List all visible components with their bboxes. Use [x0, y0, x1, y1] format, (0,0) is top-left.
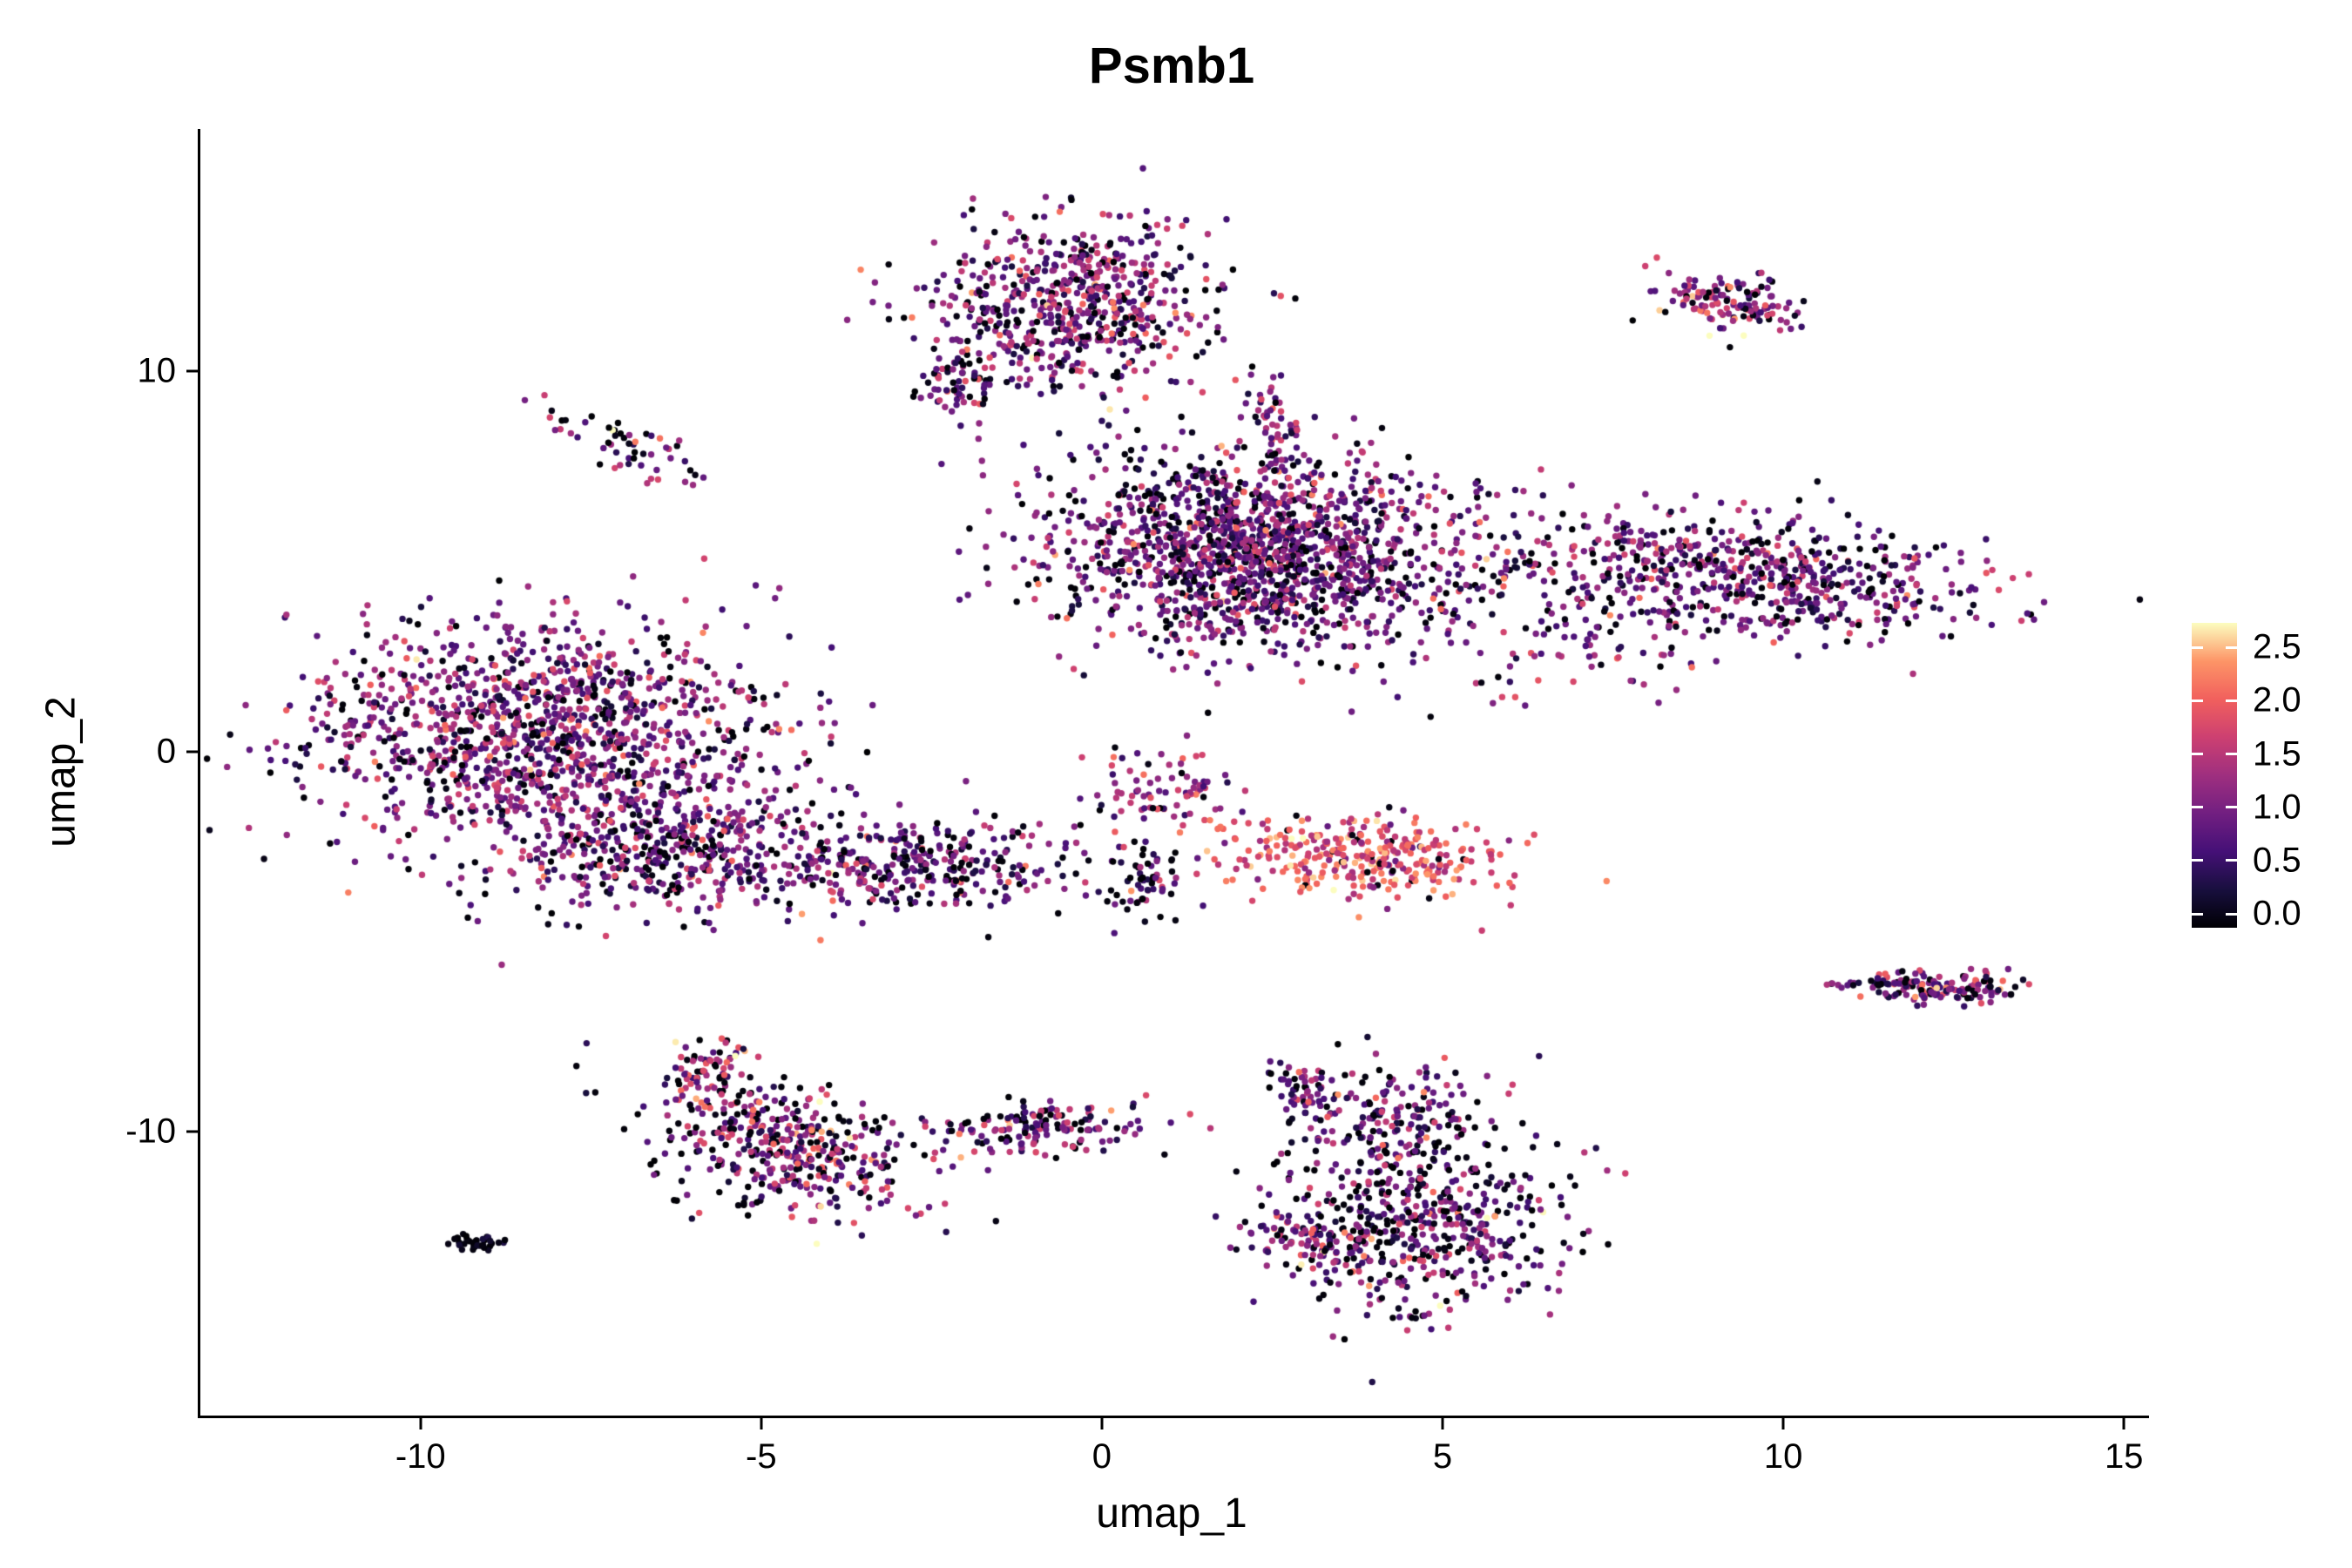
x-axis-tick-label: 5 — [1432, 1437, 1453, 1476]
axis-lines — [198, 129, 2149, 1418]
x-axis-title: umap_1 — [1096, 1490, 1247, 1537]
scatter-canvas — [198, 129, 2146, 1416]
legend-tick-mark — [2192, 859, 2203, 862]
x-axis-tick — [1100, 1418, 1104, 1429]
legend-colorbar — [2192, 623, 2237, 928]
x-axis-tick — [419, 1418, 422, 1429]
legend-tick-mark — [2226, 859, 2237, 862]
y-axis-tick — [186, 1130, 198, 1133]
legend-tick-mark — [2192, 645, 2203, 649]
legend-tick-label: 2.0 — [2253, 680, 2301, 720]
x-axis-tick-label: 0 — [1092, 1437, 1112, 1476]
y-axis-tick — [186, 369, 198, 373]
legend-tick-mark — [2226, 753, 2237, 756]
x-axis-tick-label: 15 — [2104, 1437, 2144, 1476]
legend-tick-label: 1.5 — [2253, 734, 2301, 774]
legend-tick-label: 2.5 — [2253, 627, 2301, 666]
x-axis-tick-label: -10 — [395, 1437, 446, 1476]
legend-tick-mark — [2192, 806, 2203, 809]
legend-tick-label: 1.0 — [2253, 787, 2301, 827]
plot-title: Psmb1 — [1088, 37, 1255, 94]
legend-tick-mark — [2226, 806, 2237, 809]
legend-tick-mark — [2192, 912, 2203, 916]
x-axis-tick — [1781, 1418, 1785, 1429]
x-axis-tick-label: -5 — [746, 1437, 777, 1476]
y-axis-title: umap_2 — [37, 696, 84, 848]
x-axis-tick — [760, 1418, 763, 1429]
y-axis-tick-label: -10 — [125, 1112, 176, 1151]
legend-tick-mark — [2226, 699, 2237, 702]
legend-tick-mark — [2192, 699, 2203, 702]
x-axis-tick — [1441, 1418, 1444, 1429]
legend-tick-mark — [2192, 753, 2203, 756]
x-axis-tick-label: 10 — [1763, 1437, 1803, 1476]
legend-tick-label: 0.0 — [2253, 894, 2301, 933]
y-axis-tick — [186, 750, 198, 754]
legend-tick-mark — [2226, 645, 2237, 649]
y-axis-tick-label: 0 — [156, 732, 176, 771]
legend-tick-mark — [2226, 912, 2237, 916]
x-axis-tick — [2122, 1418, 2126, 1429]
y-axis-tick-label: 10 — [137, 351, 177, 390]
legend-tick-label: 0.5 — [2253, 841, 2301, 880]
